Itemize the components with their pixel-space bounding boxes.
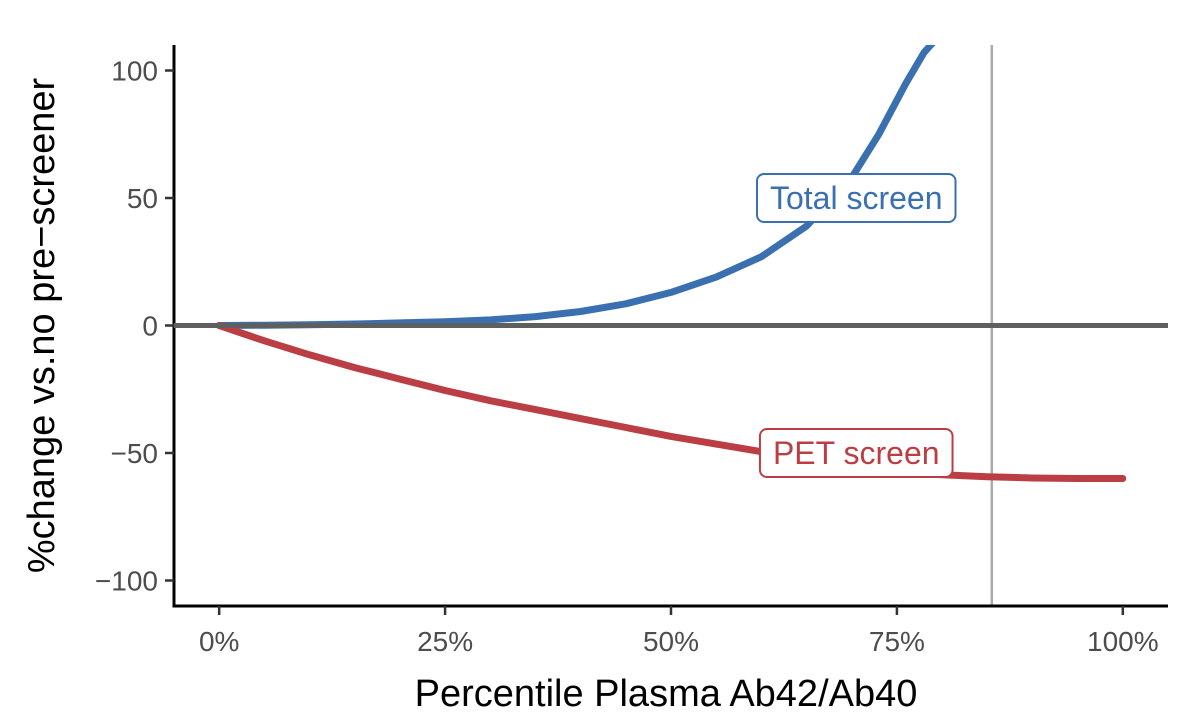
series-label-box	[755, 173, 957, 223]
series-labels: Total screen PET screen	[755, 173, 957, 478]
x-tick-label: 0%	[199, 626, 239, 657]
y-axis-title: %change vs.no pre−screener	[21, 77, 63, 573]
x-axis-title: Percentile Plasma Ab42/Ab40	[415, 673, 918, 715]
y-tick-label: −100	[95, 566, 158, 597]
series-layer	[215, 45, 1127, 482]
y-tick-label: 100	[111, 56, 158, 87]
x-tick-label: 25%	[417, 626, 473, 657]
x-tick-label: 75%	[869, 626, 925, 657]
series-label-text: Total screen	[770, 180, 943, 216]
y-tick-label: 0	[142, 311, 158, 342]
x-tick-label: 100%	[1087, 626, 1159, 657]
tick-labels: −100 −50 0 50 100 0% 25% 50% 75% 100%	[95, 56, 1159, 658]
y-tick-label: −50	[111, 438, 159, 469]
series-line-1	[215, 322, 1127, 482]
x-tick-label: 50%	[643, 626, 699, 657]
series-label-box	[758, 428, 954, 478]
series-label-text: PET screen	[773, 435, 940, 471]
y-tick-label: 50	[127, 183, 158, 214]
series-label-1: PET screen	[758, 428, 954, 478]
axes	[165, 45, 1168, 615]
series-label-0: Total screen	[755, 173, 957, 223]
